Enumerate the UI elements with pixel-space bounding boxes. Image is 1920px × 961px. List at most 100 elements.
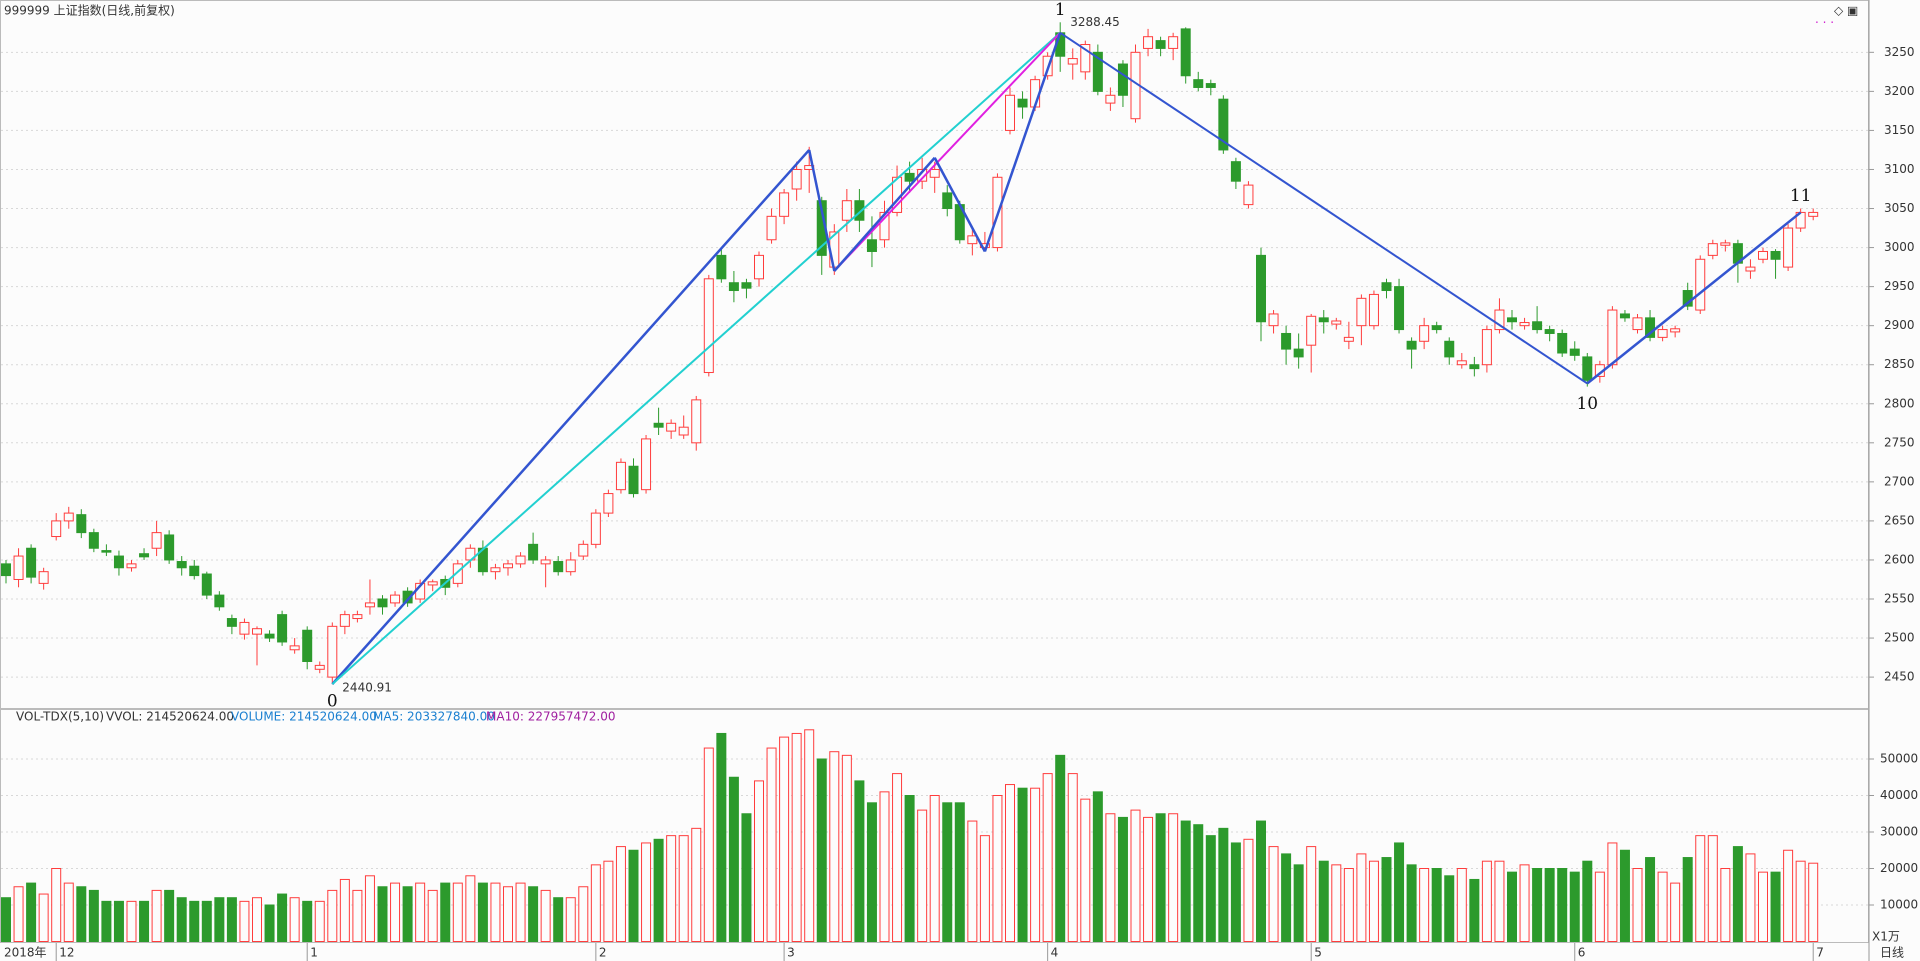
volume-bar [1431, 868, 1442, 942]
candle-body [1431, 325, 1442, 331]
volume-bar [101, 900, 112, 942]
candle-body [490, 567, 501, 573]
volume-bar [666, 835, 677, 943]
candle-body [1607, 309, 1618, 366]
volume-bar [1, 897, 11, 943]
volume-bar [201, 900, 212, 942]
menu-dots[interactable]: · · · [1815, 16, 1834, 30]
period-label: 日线 [1880, 946, 1904, 960]
volume-bar [1657, 871, 1668, 943]
volume-bar [892, 773, 903, 942]
vvol-label: VVOL: 214520624.00 [106, 710, 234, 724]
candle-body [277, 614, 288, 643]
volume-bar [1770, 871, 1781, 943]
candle-body [1544, 329, 1555, 334]
x-tick-label: 1 [310, 946, 318, 960]
candle-body [289, 645, 300, 651]
candle-body [390, 594, 401, 604]
candle-body [1419, 325, 1430, 342]
candle-body [929, 168, 940, 178]
volume-bar [854, 780, 865, 943]
candle-body [703, 278, 714, 374]
volume-bar [264, 904, 275, 942]
volume-bar [352, 889, 363, 943]
volume-bar [904, 795, 915, 942]
wave-label: 11 [1790, 186, 1812, 206]
year-label: 2018年 [4, 946, 47, 960]
candle-body [76, 514, 87, 534]
volume-bar [1381, 857, 1392, 942]
volume-bar [929, 795, 940, 942]
volume-bar [641, 842, 652, 943]
candle-body [1645, 317, 1656, 338]
candle-body [779, 192, 790, 217]
volume-bar [866, 802, 877, 942]
wave-line [807, 149, 836, 272]
candle-body [565, 559, 576, 573]
candle-body [1318, 317, 1329, 323]
candle-body [1, 563, 11, 577]
candle-body [942, 192, 953, 210]
volume-bar [1732, 846, 1743, 942]
candle-body [1005, 94, 1015, 131]
volume-bar [1544, 868, 1555, 942]
volume-bar [1783, 849, 1794, 942]
x-tick-label: 12 [59, 946, 74, 960]
candle-body [1381, 282, 1392, 292]
candle-body [1143, 36, 1154, 49]
candle-body [151, 532, 162, 549]
volume-bar [1632, 868, 1643, 942]
volume-bar [503, 886, 513, 942]
volume-bar [879, 791, 890, 942]
x-tick-label: 3 [787, 946, 795, 960]
volume-bar [691, 827, 702, 942]
volume-bar [327, 889, 338, 943]
candle-body [1507, 317, 1517, 323]
candle-body [528, 543, 539, 561]
volume-bar [402, 886, 413, 942]
candle-body [1256, 254, 1266, 323]
volume-bar [1343, 868, 1354, 942]
candle-body [1783, 227, 1794, 268]
y-tick-label: 2850 [1884, 357, 1915, 371]
candle-body [1707, 243, 1718, 256]
y-tick-label: 30000 [1880, 825, 1918, 839]
y-tick-label: 2700 [1884, 474, 1915, 488]
candle-body [1481, 329, 1492, 366]
candle-body [754, 254, 764, 280]
chart-title: 999999 上证指数(日线,前复权) [4, 3, 175, 18]
volume-bar [716, 732, 727, 943]
volume-bar [1105, 813, 1116, 942]
volume-bar [540, 889, 551, 943]
x-tick-label: 7 [1816, 946, 1824, 960]
volume-bar [214, 897, 225, 943]
volume-bar [954, 802, 965, 942]
candle-body [866, 239, 877, 252]
candle-body [1619, 313, 1630, 319]
candle-body [1758, 250, 1768, 260]
candle-body [1494, 309, 1505, 331]
candle-body [201, 573, 212, 596]
volume-bar [1707, 835, 1718, 943]
ma10-label: MA10: 227957472.00 [486, 710, 616, 724]
candle-body [13, 555, 24, 580]
x-tick-label: 5 [1314, 946, 1322, 960]
volume-bar [578, 886, 589, 942]
volume-bar [590, 864, 601, 942]
candle-body [691, 399, 702, 444]
candle-body [189, 565, 200, 577]
volume-bar [1117, 816, 1128, 943]
volume-bar [364, 875, 375, 942]
volume-bar [829, 751, 840, 943]
candle-body [641, 438, 652, 491]
candle-body [1105, 94, 1116, 104]
icon[interactable]: ◇ ▣ [1834, 4, 1858, 18]
volume-bar [1256, 820, 1266, 942]
volume-bar [1218, 827, 1229, 942]
volume-bar [26, 882, 37, 942]
candle-body [113, 555, 124, 569]
volume-bar [88, 889, 99, 943]
candle-body [666, 422, 677, 432]
volume-bar [440, 882, 451, 942]
volume-bar [553, 897, 564, 943]
